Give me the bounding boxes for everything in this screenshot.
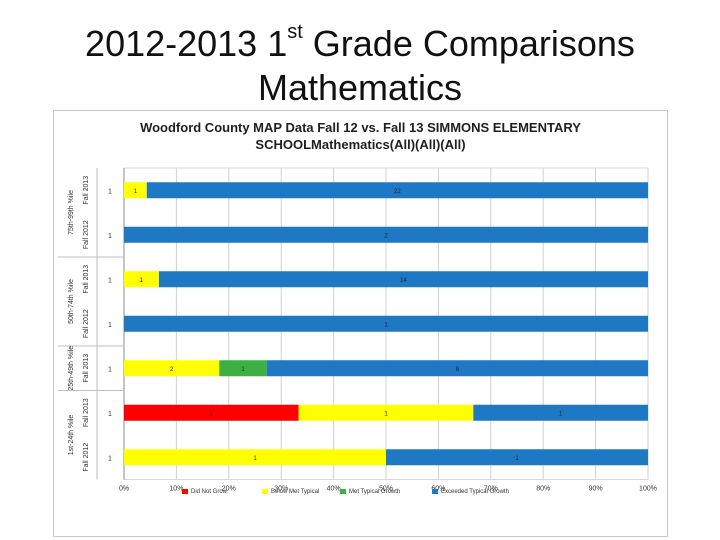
legend-swatch bbox=[340, 489, 346, 494]
slide-title: 2012-2013 1st Grade Comparisons Mathemat… bbox=[0, 22, 720, 110]
legend-label: Exceeded Typical Growth bbox=[441, 489, 509, 496]
legend-label: Met Typical Growth bbox=[349, 489, 401, 496]
legend-label: Did Not Grow bbox=[191, 489, 228, 496]
bar-segment bbox=[158, 271, 648, 288]
bar-segment bbox=[146, 182, 649, 199]
row-count-label: 1 bbox=[108, 233, 112, 240]
row-label: Fall 2013 bbox=[83, 354, 90, 383]
data-label: 1 bbox=[134, 189, 138, 195]
data-label: 2 bbox=[384, 233, 388, 239]
bar-segment bbox=[124, 271, 159, 288]
row-label: Fall 2012 bbox=[83, 220, 90, 249]
group-label: 25th-49th %ile bbox=[68, 346, 75, 391]
group-label: 1st-24th %ile bbox=[68, 415, 75, 456]
legend-item: Below Met Typical bbox=[262, 489, 319, 495]
chart-frame: Woodford County MAP Data Fall 12 vs. Fal… bbox=[53, 110, 668, 537]
row-label: Fall 2012 bbox=[83, 443, 90, 472]
x-tick-label: 100% bbox=[639, 486, 657, 493]
x-tick-label: 50% bbox=[379, 486, 393, 493]
row-count-label: 1 bbox=[108, 366, 112, 373]
data-label: 14 bbox=[400, 278, 407, 284]
row-count-label: 1 bbox=[108, 411, 112, 418]
legend-label: Below Met Typical bbox=[271, 489, 320, 496]
x-tick-label: 20% bbox=[222, 486, 236, 493]
x-tick-label: 30% bbox=[274, 486, 288, 493]
data-label: 1 bbox=[384, 411, 388, 417]
legend-item: Exceeded Typical Growth bbox=[432, 489, 509, 495]
bar-segment bbox=[298, 404, 474, 421]
row-count-label: 1 bbox=[108, 277, 112, 284]
bar-segment bbox=[124, 226, 648, 243]
legend-item: Did Not Grow bbox=[182, 489, 227, 495]
data-label: 1 bbox=[210, 411, 214, 417]
legend-swatch bbox=[432, 489, 438, 494]
row-count-label: 1 bbox=[108, 188, 112, 195]
row-count-label: 1 bbox=[108, 322, 112, 329]
x-tick-label: 40% bbox=[327, 486, 341, 493]
row-label: Fall 2013 bbox=[83, 398, 90, 427]
legend-swatch bbox=[182, 489, 188, 494]
slide-title-line1: 2012-2013 1st Grade Comparisons bbox=[0, 22, 720, 66]
bar-segment bbox=[124, 315, 648, 332]
chart-title-line1: Woodford County MAP Data Fall 12 vs. Fal… bbox=[140, 120, 581, 135]
group-label: 75th-99th %ile bbox=[68, 190, 75, 235]
data-label: 1 bbox=[515, 456, 519, 462]
chart-title: Woodford County MAP Data Fall 12 vs. Fal… bbox=[54, 119, 667, 153]
data-label: 1 bbox=[241, 367, 245, 373]
bar-segment bbox=[124, 404, 299, 421]
data-label: 1 bbox=[140, 278, 144, 284]
title-line1-rest: Grade Comparisons bbox=[302, 23, 635, 64]
x-tick-label: 60% bbox=[431, 486, 445, 493]
chart-legend: Did Not Grow Below Met Typical Met Typical… bbox=[54, 489, 667, 503]
data-label: 2 bbox=[170, 367, 174, 373]
row-label: Fall 2013 bbox=[83, 265, 90, 294]
bar-segment bbox=[386, 449, 648, 466]
bar-segment bbox=[124, 182, 147, 199]
row-label: Fall 2012 bbox=[83, 309, 90, 338]
legend-item: Met Typical Growth bbox=[340, 489, 400, 495]
title-ordinal-suffix: st bbox=[287, 21, 303, 43]
bar-segment bbox=[219, 360, 267, 377]
x-tick-label: 80% bbox=[536, 486, 550, 493]
title-line1-text: 2012-2013 1 bbox=[85, 23, 288, 64]
bar-segment bbox=[266, 360, 648, 377]
x-tick-label: 10% bbox=[169, 486, 183, 493]
group-label: 50th-74th %ile bbox=[68, 279, 75, 324]
data-label: 8 bbox=[456, 367, 460, 373]
bar-segment bbox=[124, 360, 220, 377]
row-label: Fall 2013 bbox=[83, 176, 90, 205]
x-tick-label: 70% bbox=[484, 486, 498, 493]
chart-title-line2: SCHOOLMathematics(All)(All)(All) bbox=[255, 137, 466, 152]
bar-segment bbox=[124, 449, 386, 466]
bar-segment bbox=[473, 404, 648, 421]
slide-title-line2: Mathematics bbox=[257, 67, 463, 108]
row-count-label: 1 bbox=[108, 455, 112, 462]
x-tick-label: 0% bbox=[119, 486, 129, 493]
chart-plot: 0% 10% 20% 30% 40% 50% 60% 70% 80% 90% 100% Fall 20… bbox=[58, 167, 657, 493]
data-label: 22 bbox=[394, 189, 401, 195]
data-label: 1 bbox=[559, 411, 563, 417]
x-tick-label: 90% bbox=[589, 486, 603, 493]
data-label: 1 bbox=[253, 456, 257, 462]
legend-swatch bbox=[262, 489, 268, 494]
data-label: 1 bbox=[384, 322, 388, 328]
